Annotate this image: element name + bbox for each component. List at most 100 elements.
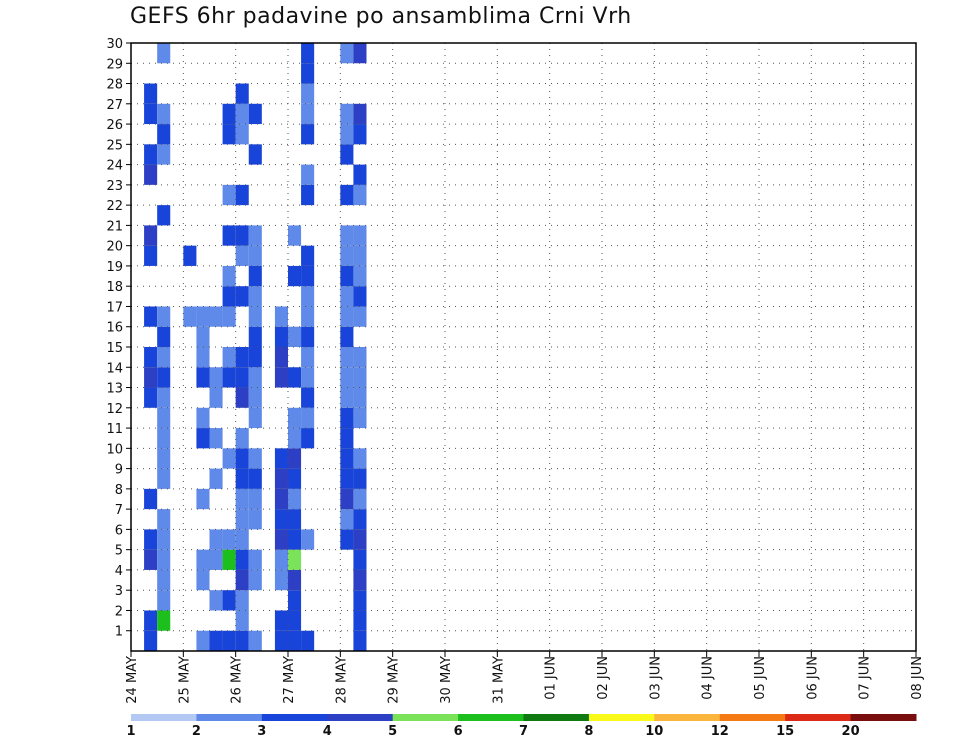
heatmap-cell — [235, 103, 249, 125]
colorbar-swatch — [261, 714, 328, 721]
y-tick-label: 4 — [115, 564, 123, 579]
colorbar-swatch — [523, 714, 590, 721]
heatmap-cell — [235, 468, 249, 489]
heatmap-cell — [144, 306, 158, 327]
heatmap-cell — [288, 630, 302, 651]
heatmap-cell — [274, 468, 288, 489]
heatmap-cell — [301, 245, 315, 266]
heatmap-cell — [222, 265, 236, 287]
heatmap-cell — [248, 488, 262, 510]
heatmap-cell — [157, 103, 171, 125]
heatmap-cell — [248, 569, 262, 591]
heatmap-cell — [196, 347, 210, 368]
heatmap-cell — [196, 326, 210, 347]
y-tick-label: 25 — [106, 138, 123, 153]
colorbar-label: 1 — [126, 724, 135, 739]
colorbar-label: 8 — [584, 724, 593, 739]
x-tick-label: 05 JUN — [753, 656, 768, 700]
heatmap-cell — [235, 448, 249, 469]
y-axis: 1234567891011121314151617181920212223242… — [106, 37, 131, 640]
heatmap-cell — [235, 569, 249, 591]
colorbar-swatch — [458, 714, 524, 721]
heatmap-cell — [235, 83, 249, 104]
heatmap-cell — [288, 468, 302, 489]
heatmap-cell — [196, 488, 210, 510]
heatmap-cell — [235, 488, 249, 510]
y-tick-label: 30 — [106, 37, 123, 52]
y-tick-label: 15 — [106, 341, 123, 356]
heatmap-cell — [222, 347, 236, 368]
heatmap-cell — [157, 590, 171, 611]
heatmap-cell — [183, 245, 197, 266]
heatmap-cell — [288, 326, 302, 347]
y-tick-label: 13 — [106, 382, 123, 397]
heatmap-cell — [144, 83, 158, 104]
heatmap-cell — [353, 509, 367, 530]
colorbar-label: 5 — [388, 724, 397, 739]
y-tick-label: 11 — [106, 422, 123, 437]
colorbar-label: 6 — [454, 724, 463, 739]
colorbar-label: 10 — [645, 724, 663, 739]
heatmap-cell — [222, 590, 236, 611]
heatmap-cell — [157, 610, 171, 631]
heatmap-cell — [144, 387, 158, 408]
y-tick-label: 28 — [106, 78, 123, 93]
y-tick-label: 27 — [106, 98, 123, 113]
heatmap-cell — [274, 448, 288, 469]
heatmap-cell — [157, 43, 171, 64]
heatmap-cell — [222, 225, 236, 246]
heatmap-cell — [144, 367, 158, 388]
heatmap-cell — [301, 326, 315, 347]
y-tick-label: 21 — [106, 219, 123, 234]
colorbar: 1 2 3 4 5 6 7 8 10 12 15 20 — [126, 714, 917, 739]
heatmap-cell — [288, 590, 302, 611]
heatmap-cell — [353, 347, 367, 368]
heatmap-cell — [248, 245, 262, 266]
heatmap-cell — [274, 610, 288, 631]
colorbar-swatch — [785, 714, 852, 721]
heatmap-cell — [340, 184, 354, 206]
heatmap-cell — [301, 529, 315, 550]
colorbar-label: 12 — [711, 724, 729, 739]
heatmap-cell — [144, 103, 158, 125]
heatmap-cell — [340, 387, 354, 408]
colorbar-swatch — [719, 714, 786, 721]
y-tick-label: 1 — [115, 625, 123, 640]
heatmap-cell — [235, 124, 249, 145]
heatmap-cell — [340, 265, 354, 287]
heatmap-cell — [157, 569, 171, 591]
heatmap-cell — [353, 265, 367, 287]
x-tick-label: 26 MAY — [230, 656, 245, 704]
heatmap-cell — [157, 387, 171, 408]
heatmap-cell — [248, 347, 262, 368]
heatmap-cell — [235, 549, 249, 570]
y-tick-label: 3 — [115, 584, 123, 599]
heatmap-cell — [353, 610, 367, 631]
x-tick-label: 25 MAY — [177, 656, 192, 704]
heatmap-cell — [353, 103, 367, 125]
heatmap-cell — [353, 286, 367, 307]
heatmap-cell — [301, 347, 315, 368]
grid-lines — [131, 43, 916, 651]
heatmap-cell — [340, 428, 354, 449]
heatmap-cell — [301, 286, 315, 307]
heatmap-cell — [301, 367, 315, 388]
heatmap-cell — [248, 265, 262, 287]
heatmap-cell — [340, 347, 354, 368]
y-tick-label: 9 — [115, 463, 123, 478]
x-tick-label: 29 MAY — [387, 656, 402, 704]
heatmap-cell — [301, 306, 315, 327]
heatmap-cell — [353, 549, 367, 570]
x-tick-label: 06 JUN — [805, 656, 820, 700]
heatmap-cell — [196, 549, 210, 570]
heatmap-cell — [157, 529, 171, 550]
heatmap-cell — [340, 306, 354, 327]
heatmap-cell — [353, 387, 367, 408]
heatmap-cell — [288, 367, 302, 388]
heatmap-cell — [248, 144, 262, 165]
heatmap-cell — [157, 347, 171, 368]
heatmap-cell — [235, 590, 249, 611]
heatmap-cell — [301, 407, 315, 429]
chart-title: GEFS 6hr padavine po ansamblima Crni Vrh — [130, 4, 632, 29]
heatmap-cell — [353, 590, 367, 611]
